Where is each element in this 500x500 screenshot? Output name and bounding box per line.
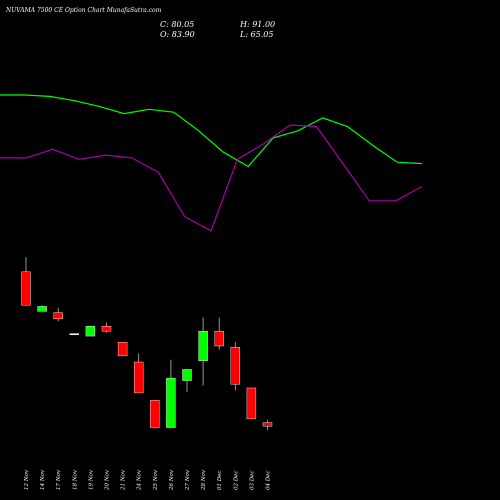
ohlc-high-label: H: 91.00 bbox=[239, 20, 275, 29]
candle-body bbox=[166, 377, 176, 428]
x-tick-labels-layer: 12 Nov 14 Nov 17 Nov 18 Nov 19 Nov 20 Nov 21 N… bbox=[24, 469, 272, 491]
ohlc-close-label: C: 80.05 bbox=[160, 20, 194, 29]
x-tick-label: 26 Nov bbox=[169, 469, 175, 491]
candle bbox=[150, 400, 160, 428]
candle bbox=[230, 342, 241, 391]
candle bbox=[133, 353, 144, 394]
candle bbox=[21, 257, 31, 306]
candle bbox=[166, 359, 176, 428]
x-tick-label: 18 Nov bbox=[72, 469, 78, 490]
candle-body bbox=[198, 330, 208, 361]
candle-body bbox=[246, 387, 257, 420]
candle-body bbox=[69, 333, 80, 336]
x-tick-label: 17 Nov bbox=[56, 469, 62, 490]
candle bbox=[101, 322, 112, 333]
candle-body bbox=[214, 330, 224, 347]
x-tick-label: 01 Dec bbox=[217, 471, 223, 491]
x-tick-label: 14 Nov bbox=[40, 469, 46, 490]
x-tick-label: 03 Dec bbox=[249, 471, 255, 491]
candle-body bbox=[262, 422, 273, 427]
candle bbox=[37, 305, 47, 312]
candle bbox=[182, 369, 192, 392]
x-tick-label: 04 Dec bbox=[266, 471, 272, 491]
candle bbox=[214, 317, 224, 350]
candle-body bbox=[182, 369, 192, 381]
ohlc-low-label: L: 65.05 bbox=[239, 30, 273, 39]
candle-body bbox=[37, 306, 47, 312]
x-tick-label: 02 Dec bbox=[233, 471, 239, 491]
candle-body bbox=[101, 326, 112, 332]
candle-body bbox=[230, 347, 241, 385]
candle bbox=[117, 342, 128, 357]
overlay-line-2 bbox=[0, 124, 423, 232]
ohlc-open-label: O: 83.90 bbox=[160, 30, 195, 39]
candle-body bbox=[85, 326, 96, 337]
x-tick-label: 27 Nov bbox=[185, 469, 191, 491]
candle bbox=[53, 307, 63, 322]
candle-body bbox=[117, 342, 128, 357]
x-tick-label: 19 Nov bbox=[88, 469, 94, 490]
x-tick-label: 21 Nov bbox=[121, 469, 127, 491]
x-tick-label: 24 Nov bbox=[137, 469, 143, 491]
x-tick-label: 25 Nov bbox=[153, 469, 159, 491]
candle bbox=[262, 420, 273, 430]
candle-body bbox=[21, 271, 31, 306]
candle-body bbox=[133, 361, 144, 394]
candles-layer bbox=[21, 257, 273, 430]
candle-body bbox=[150, 400, 160, 428]
overlay-line-1 bbox=[0, 94, 423, 168]
x-tick-label: 12 Nov bbox=[24, 469, 30, 490]
candle-body bbox=[53, 312, 63, 319]
candle bbox=[246, 387, 257, 420]
x-tick-label: 20 Nov bbox=[105, 469, 111, 491]
overlay-lines-layer bbox=[0, 94, 423, 232]
candle bbox=[198, 317, 208, 386]
chart-title: NUVAMA 7500 CE Option Chart MunafaSutra.… bbox=[5, 7, 162, 14]
x-tick-label: 28 Nov bbox=[201, 469, 207, 491]
candle bbox=[69, 333, 80, 336]
candle bbox=[85, 326, 96, 337]
